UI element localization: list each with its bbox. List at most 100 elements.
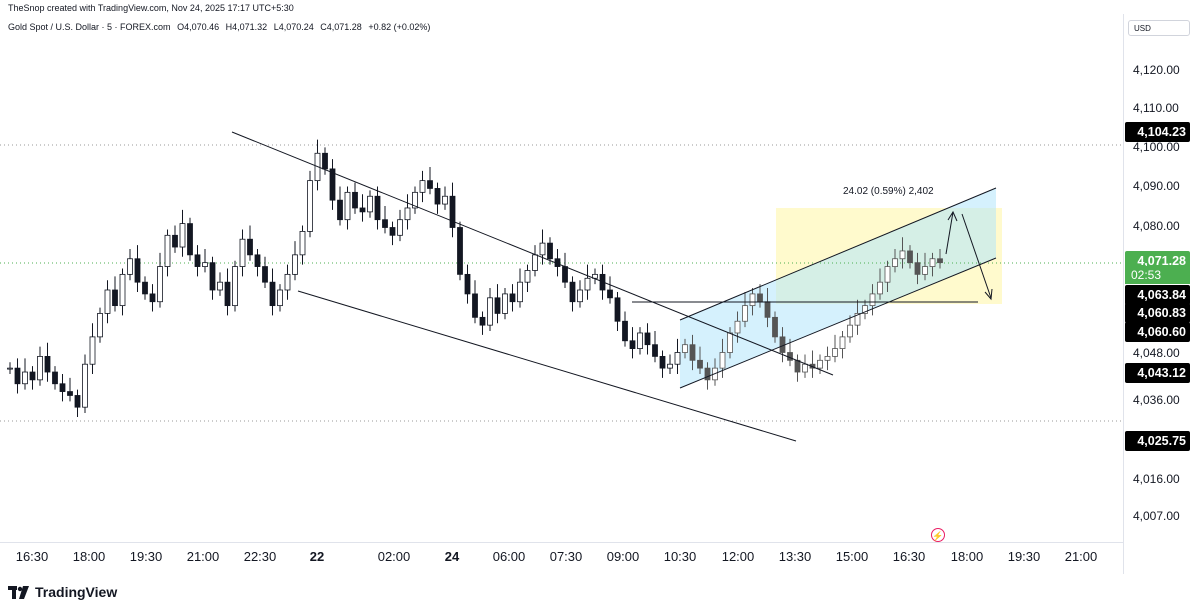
candle-body: [562, 266, 568, 283]
candle-body: [82, 363, 88, 408]
candle-body: [697, 359, 703, 369]
price-tick: 4,016.00: [1133, 472, 1180, 486]
candle-body: [262, 266, 268, 283]
candle-body: [929, 258, 936, 267]
candle-body: [704, 367, 711, 381]
time-tick: 16:30: [15, 549, 49, 564]
candle-body: [502, 293, 508, 314]
projection-up-arrow: [945, 211, 954, 255]
candle-body: [277, 289, 283, 307]
candle-body: [689, 344, 696, 361]
candle-body: [839, 336, 846, 349]
candle-body: [494, 297, 501, 314]
time-tick: 10:30: [663, 549, 697, 564]
candle-body: [547, 242, 553, 260]
candle-body: [914, 262, 921, 275]
candle-body: [487, 297, 493, 326]
candle-body: [67, 391, 73, 396]
candle-body: [524, 270, 531, 283]
time-tick: 13:30: [778, 549, 812, 564]
bar-countdown: 02:53: [1125, 266, 1190, 284]
candle-body: [937, 258, 943, 264]
ohlc-low: L4,070.24: [273, 22, 314, 32]
candle-body: [112, 289, 118, 307]
candle-body: [607, 289, 613, 299]
time-tick: 02:00: [377, 549, 411, 564]
candle-body: [884, 266, 891, 283]
candle-body: [877, 281, 883, 295]
candle-body: [352, 191, 358, 209]
candle-body: [674, 352, 681, 365]
candle-body: [389, 227, 396, 236]
price-tick: 4,090.00: [1133, 179, 1180, 193]
candle-body: [892, 258, 898, 267]
candle-body: [772, 316, 778, 338]
candle-body: [727, 332, 733, 353]
ohlc-high: H4,071.32: [225, 22, 268, 32]
candle-body: [14, 367, 21, 385]
candle-body: [659, 356, 666, 369]
candle-body: [179, 223, 186, 248]
candle-body: [202, 262, 208, 267]
level-label: 4,043.12: [1125, 363, 1190, 383]
candle-body: [719, 352, 726, 369]
candle-body: [472, 293, 478, 318]
candle-body: [742, 305, 748, 322]
candle-body: [119, 273, 126, 307]
time-tick: 09:00: [606, 549, 640, 564]
candle-body: [869, 293, 876, 307]
tradingview-logo[interactable]: TradingView: [8, 584, 117, 600]
level-label-low: 4,025.75: [1125, 431, 1190, 451]
ohlc-change: +0.82 (+0.02%): [368, 22, 431, 32]
candle-body: [682, 344, 688, 353]
candle-body: [224, 281, 231, 307]
time-tick: 18:00: [72, 549, 106, 564]
price-axis-divider: [1123, 14, 1124, 574]
ohlc-close: C4,071.28: [320, 22, 362, 32]
candle-body: [322, 152, 328, 170]
descending-channel-upper: [231, 131, 834, 376]
candle-body: [37, 356, 43, 381]
symbol-info-bar[interactable]: Gold Spot / U.S. Dollar · 5 · FOREX.com …: [8, 22, 434, 32]
candle-body: [7, 367, 13, 370]
candle-body: [637, 332, 643, 349]
candle-body: [74, 395, 81, 408]
level-label-high: 4,104.23: [1125, 122, 1190, 142]
candle-body: [142, 281, 148, 295]
candle-body: [284, 273, 291, 291]
time-tick: 21:00: [186, 549, 220, 564]
candle-body: [464, 273, 471, 295]
candle-body: [239, 238, 246, 267]
candle-body: [397, 219, 403, 236]
time-tick: 19:30: [129, 549, 163, 564]
candle-body: [427, 180, 433, 189]
ascending-channel-lower: [679, 257, 997, 389]
candle-body: [209, 262, 216, 291]
candle-body: [337, 199, 343, 221]
candle-body: [899, 250, 906, 260]
candle-body: [217, 281, 223, 291]
candle-body: [832, 348, 838, 357]
candle-body: [374, 195, 381, 221]
price-tick: 4,110.00: [1133, 101, 1179, 115]
symbol-title[interactable]: Gold Spot / U.S. Dollar · 5 · FOREX.com: [8, 22, 171, 32]
ohlc-open: O4,070.46: [177, 22, 220, 32]
candle-body: [817, 359, 823, 369]
candle-body: [667, 363, 673, 369]
candle-body: [517, 281, 523, 303]
candle-body: [127, 258, 133, 275]
candle-body: [434, 188, 441, 205]
candle-body: [479, 316, 486, 326]
lightning-icon[interactable]: ⚡: [931, 528, 945, 542]
candle-body: [802, 363, 808, 373]
candle-body: [89, 336, 96, 365]
ascending-channel-upper: [679, 187, 997, 321]
candle-body: [757, 293, 763, 303]
candle-body: [622, 320, 628, 342]
candle-body: [584, 277, 591, 291]
time-tick: 16:30: [892, 549, 926, 564]
price-tick: 4,007.00: [1133, 509, 1180, 523]
currency-selector[interactable]: USD: [1128, 20, 1190, 36]
candle-body: [344, 191, 351, 221]
